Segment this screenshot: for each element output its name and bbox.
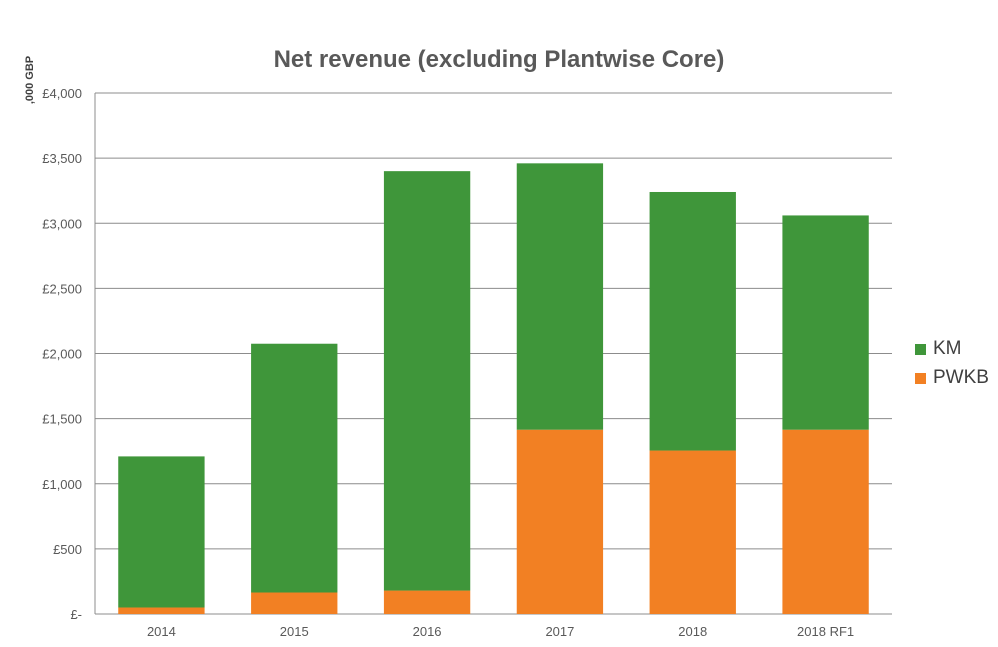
legend-label-pwkb: PWKB (933, 367, 989, 388)
bar-km-2018-rf1 (782, 215, 869, 430)
x-tick-label: 2018 (678, 624, 707, 639)
chart-title: Net revenue (excluding Plantwise Core) (273, 46, 725, 73)
gridlines (94, 92, 892, 615)
bar-km-2014 (118, 456, 205, 608)
x-tick-label: 2017 (545, 624, 574, 639)
bar-km-2017 (516, 163, 604, 430)
legend: KM PWKB (915, 336, 989, 394)
y-tick-label: £1,000 (42, 477, 82, 492)
x-tick-label: 2018 RF1 (797, 624, 854, 639)
y-tick-label: £- (70, 607, 82, 622)
x-tick-label: 2015 (280, 624, 309, 639)
y-axis-ticks: £- £500 £1,000 £1,500 £2,000 £2,500 £3,000 £3,5… (42, 86, 82, 622)
y-tick-label: £500 (53, 542, 82, 557)
legend-item-km: KM (915, 336, 989, 362)
y-tick-label: £3,500 (42, 151, 82, 166)
bar-km-2016 (383, 171, 471, 591)
x-tick-label: 2014 (147, 624, 176, 639)
legend-item-pwkb: PWKB (915, 365, 989, 391)
bar-pwkb-2015 (251, 592, 338, 614)
bar-pwkb-2014 (118, 607, 205, 614)
bars (118, 163, 869, 614)
legend-label-km: KM (933, 338, 962, 359)
y-tick-label: £4,000 (42, 86, 82, 101)
y-tick-label: £3,000 (42, 216, 82, 231)
legend-swatch-km (915, 343, 926, 355)
y-tick-label: £2,000 (42, 347, 82, 362)
x-tick-label: 2016 (413, 624, 442, 639)
bar-pwkb-2018 (649, 450, 736, 614)
bar-pwkb-2016 (383, 590, 471, 614)
bar-pwkb-2018-rf1 (782, 429, 869, 614)
y-tick-label: £2,500 (42, 281, 82, 296)
x-axis-ticks: 2014 2015 2016 2017 2018 2018 RF1 (147, 624, 854, 639)
bar-pwkb-2017 (516, 429, 604, 614)
y-tick-label: £1,500 (42, 412, 82, 427)
bar-km-2015 (251, 343, 338, 593)
legend-swatch-pwkb (915, 372, 926, 384)
y-axis-label: ,000 GBP (24, 56, 36, 104)
bar-km-2018 (649, 191, 736, 451)
